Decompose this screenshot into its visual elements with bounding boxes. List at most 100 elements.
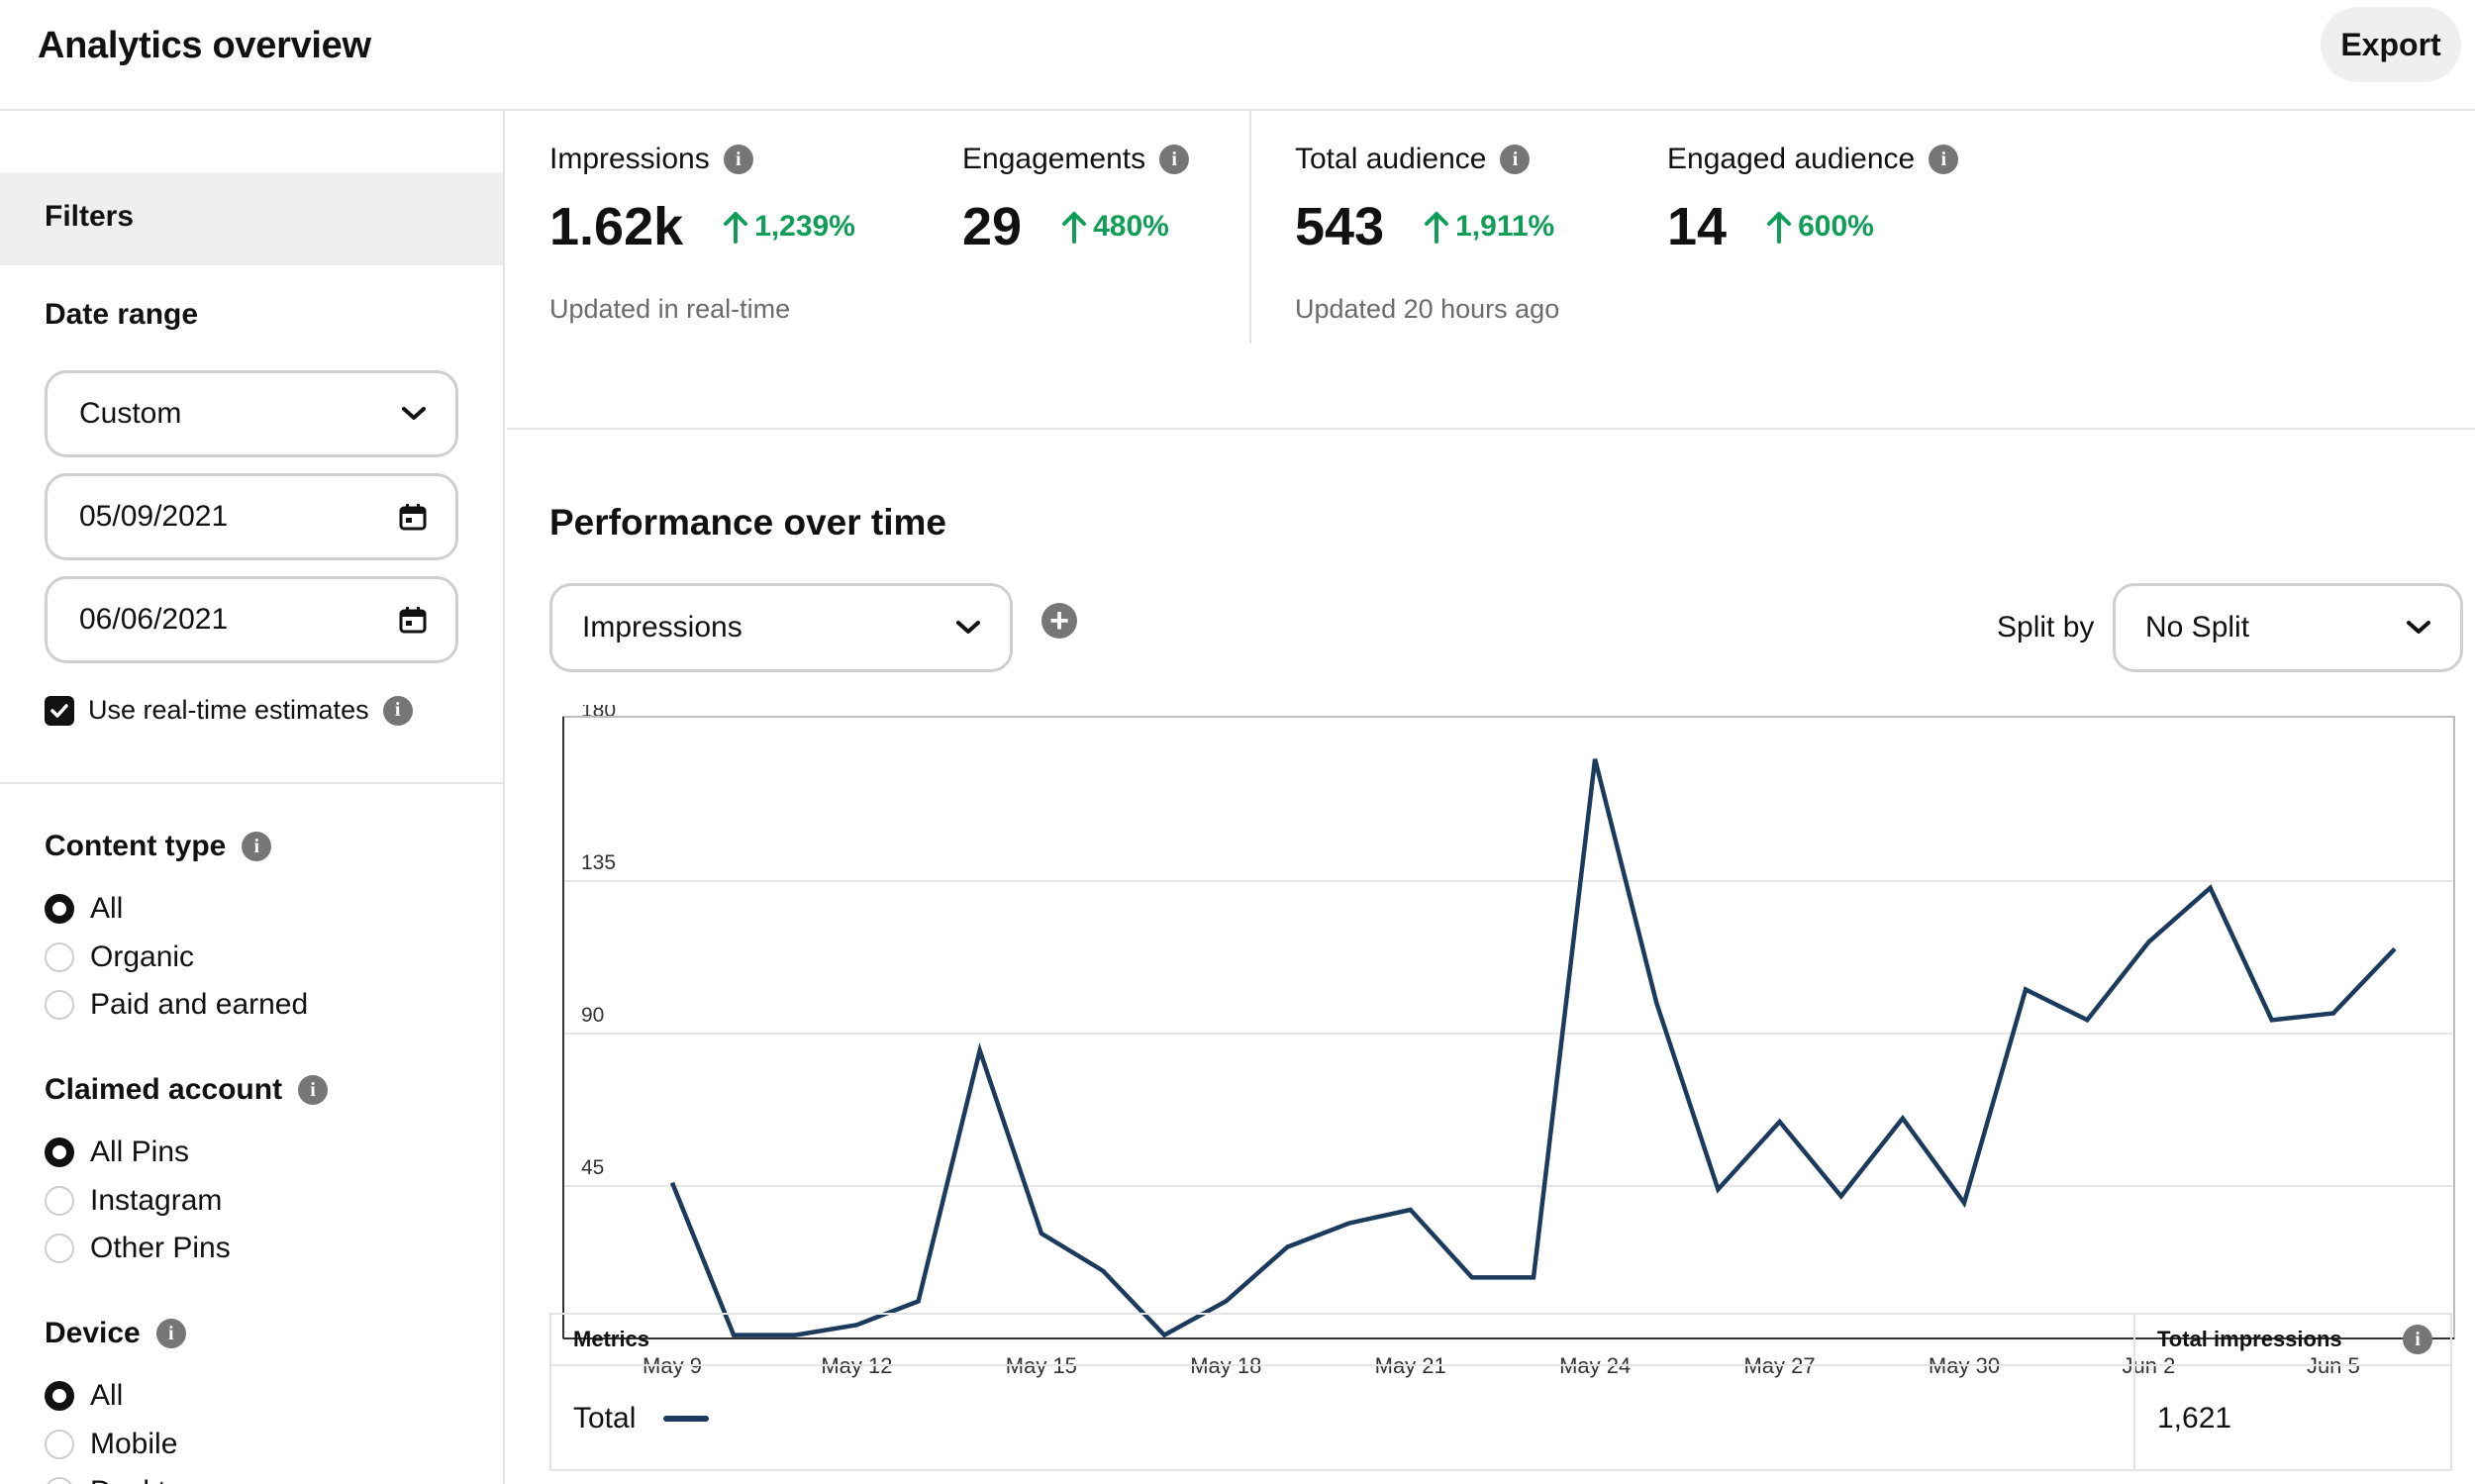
realtime-update-note: Updated in real-time: [549, 294, 791, 324]
engagements-label: Engagements: [962, 143, 1146, 175]
total-audience-label: Total audience: [1295, 143, 1487, 175]
split-by-label: Split by: [1997, 611, 2095, 643]
radio-button[interactable]: [45, 1138, 74, 1168]
engagements-metric: Engagements i 29 480%: [962, 141, 1190, 257]
column-separator: [2133, 1315, 2135, 1469]
table-row: Total: [573, 1366, 710, 1471]
series-line-swatch: [663, 1416, 710, 1422]
option-label: All Pins: [90, 1136, 190, 1169]
claimed-account-option-instagram[interactable]: Instagram: [45, 1177, 231, 1226]
chevron-down-icon: [402, 407, 426, 420]
claimed-account-option-all-pins[interactable]: All Pins: [45, 1129, 231, 1177]
engaged-audience-change: 600%: [1766, 210, 1874, 244]
calendar-icon[interactable]: [398, 502, 428, 532]
option-label: Paid and earned: [90, 988, 309, 1022]
option-label: Organic: [90, 940, 195, 973]
info-icon[interactable]: i: [723, 145, 753, 174]
device-label: Device: [45, 1317, 141, 1349]
radio-button[interactable]: [45, 1234, 74, 1264]
info-icon[interactable]: i: [155, 1319, 186, 1348]
arrow-up-icon: [1062, 212, 1087, 244]
impressions-label: Impressions: [549, 143, 710, 175]
date-range-title: Date range: [45, 296, 198, 334]
radio-button[interactable]: [45, 894, 74, 925]
radio-button[interactable]: [45, 990, 74, 1021]
chevron-down-icon: [956, 621, 980, 634]
option-label: Desktop: [90, 1475, 199, 1484]
plot-frame: [562, 716, 2455, 1339]
page-title: Analytics overview: [38, 25, 371, 66]
calendar-icon[interactable]: [398, 605, 428, 635]
info-icon[interactable]: i: [382, 695, 413, 726]
radio-button[interactable]: [45, 1185, 74, 1216]
start-date-field[interactable]: 05/09/2021: [45, 473, 458, 560]
impressions-metric: Impressions i 1.62k 1,239%: [549, 141, 855, 257]
start-date-value: 05/09/2021: [79, 500, 229, 533]
realtime-estimates-row[interactable]: Use real-time estimates i: [45, 695, 413, 726]
end-date-value: 06/06/2021: [79, 603, 229, 636]
metric-select-value: Impressions: [582, 611, 742, 643]
info-icon[interactable]: i: [1500, 145, 1531, 174]
sidebar-divider: [0, 782, 503, 784]
info-icon[interactable]: i: [2403, 1325, 2432, 1354]
engaged-audience-label: Engaged audience: [1667, 143, 1916, 175]
impressions-change: 1,239%: [723, 210, 855, 244]
row-label: Total: [573, 1402, 637, 1435]
filters-header: Filters: [0, 172, 503, 265]
content-type-option-all[interactable]: All: [45, 885, 308, 934]
claimed-account-option-other-pins[interactable]: Other Pins: [45, 1225, 231, 1273]
filters-sidebar: Filters Date range Custom 05/09/2021 06/…: [0, 111, 505, 1484]
radio-button[interactable]: [45, 1429, 74, 1459]
y-tick-label: 135: [581, 851, 616, 874]
content-type-label: Content type: [45, 830, 227, 862]
main-content: Impressions i 1.62k 1,239% Engagements i 2…: [507, 111, 2475, 1484]
option-label: All: [90, 1379, 124, 1413]
radio-button[interactable]: [45, 1381, 74, 1412]
top-bar: Analytics overview Export: [0, 0, 2475, 111]
option-label: Mobile: [90, 1427, 178, 1460]
metric-select[interactable]: Impressions: [549, 583, 1013, 672]
end-date-field[interactable]: 06/06/2021: [45, 576, 458, 663]
info-icon[interactable]: i: [242, 832, 272, 861]
claimed-account-title: Claimed account i: [45, 1071, 329, 1109]
realtime-estimates-checkbox[interactable]: [45, 695, 74, 726]
claimed-account-label: Claimed account: [45, 1073, 283, 1106]
export-button[interactable]: Export: [2321, 7, 2461, 82]
date-preset-value: Custom: [79, 397, 182, 430]
split-select[interactable]: No Split: [2113, 583, 2463, 672]
device-option-mobile[interactable]: Mobile: [45, 1421, 199, 1469]
add-metric-icon[interactable]: +: [1041, 603, 1077, 639]
info-icon[interactable]: i: [1159, 145, 1190, 174]
total-audience-value: 543: [1295, 197, 1385, 256]
change-value: 1,239%: [754, 210, 855, 243]
y-tick-label: 45: [581, 1156, 604, 1179]
audience-update-note: Updated 20 hours ago: [1295, 294, 1560, 324]
metrics-divider: [1249, 111, 1251, 344]
date-preset-select[interactable]: Custom: [45, 370, 458, 457]
total-audience-metric: Total audience i 543 1,911%: [1295, 141, 1554, 257]
realtime-estimates-label: Use real-time estimates: [88, 695, 369, 725]
total-impressions-value: 1,621: [2157, 1402, 2232, 1435]
info-icon[interactable]: i: [1929, 145, 1959, 174]
device-option-desktop[interactable]: Desktop: [45, 1468, 199, 1484]
metrics-column-header: Metrics: [551, 1315, 2133, 1366]
content-type-title: Content type i: [45, 828, 272, 865]
radio-button[interactable]: [45, 1477, 74, 1484]
info-icon[interactable]: i: [298, 1075, 329, 1105]
arrow-up-icon: [1425, 212, 1449, 244]
option-label: Other Pins: [90, 1232, 231, 1265]
content-type-option-organic[interactable]: Organic: [45, 934, 308, 982]
content-type-option-paid[interactable]: Paid and earned: [45, 981, 308, 1030]
engaged-audience-metric: Engaged audience i 14 600%: [1667, 141, 1959, 257]
arrow-up-icon: [724, 212, 748, 244]
radio-button[interactable]: [45, 941, 74, 972]
change-value: 480%: [1093, 210, 1169, 243]
option-label: All: [90, 892, 124, 926]
y-tick-label: 180: [581, 705, 616, 722]
device-options: All Mobile Desktop: [45, 1372, 199, 1484]
device-title: Device i: [45, 1315, 186, 1352]
change-value: 1,911%: [1455, 210, 1555, 243]
device-option-all[interactable]: All: [45, 1372, 199, 1421]
series-line-total: [669, 758, 2397, 1338]
